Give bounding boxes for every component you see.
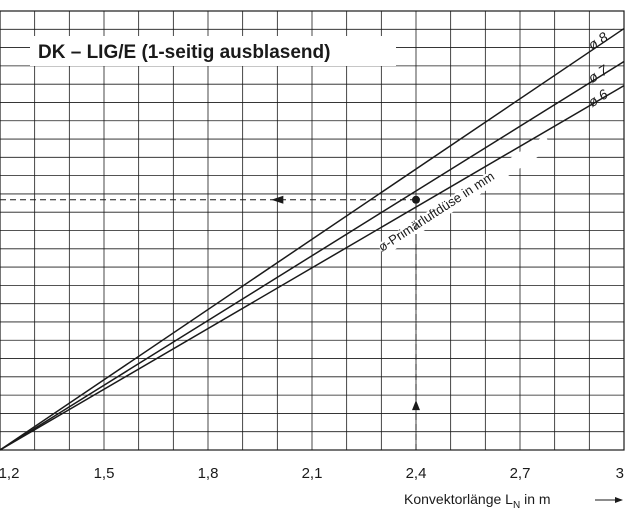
example-readoff [0,195,420,450]
x-tick-labels: 1,2 1,5 1,8 2,1 2,4 2,7 3 [0,465,624,482]
example-arrow-left [271,195,284,204]
x-tick-label: 2,4 [406,465,427,482]
series-line [0,60,625,451]
chart-title: DK – LIG/E (1-seitig ausblasend) [38,42,330,63]
x-axis-label: Konvektorlänge LN in m [404,491,551,511]
x-tick-label: 2,1 [302,465,323,482]
x-tick-label: 1,8 [198,465,219,482]
example-arrow-up [412,400,420,411]
title-background [30,36,396,66]
series-group [0,27,625,451]
series-line [0,27,625,451]
series-label: ø 8 [585,29,611,54]
series-annotation: ø-Primärluftdüse in mm [375,168,496,254]
plot-frame [0,10,625,451]
x-tick-label: 2,7 [510,465,531,482]
x-tick-label: 1,2 [0,465,19,482]
x-tick-label: 3 [616,465,624,482]
series-labels: ø 8ø 7ø 6 [585,29,612,111]
example-point [412,195,420,204]
x-tick-label: 1,5 [94,465,115,482]
series-label: ø 7 [585,61,612,86]
series-line [0,84,625,451]
annotation-background [377,135,553,257]
grid [0,11,624,450]
series-annotation-group: ø-Primärluftdüse in mm [375,135,553,257]
